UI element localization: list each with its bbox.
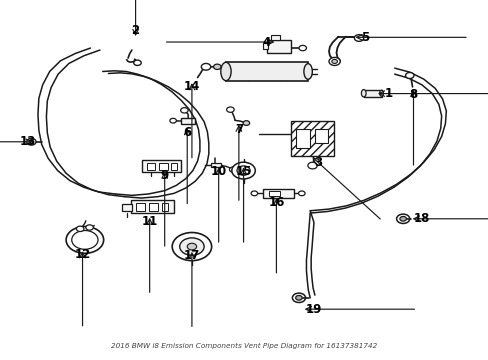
Bar <box>142 160 180 172</box>
Text: 11: 11 <box>141 215 158 228</box>
Circle shape <box>226 107 234 112</box>
Circle shape <box>213 64 221 69</box>
Text: 7: 7 <box>234 123 243 136</box>
Circle shape <box>298 45 306 51</box>
Circle shape <box>180 108 188 113</box>
Circle shape <box>243 121 249 125</box>
Text: 17: 17 <box>183 249 200 262</box>
Bar <box>314 129 327 143</box>
Circle shape <box>328 57 340 66</box>
Text: 3: 3 <box>314 156 322 170</box>
Circle shape <box>29 140 34 144</box>
Circle shape <box>331 59 337 63</box>
Bar <box>159 163 167 170</box>
Bar <box>210 163 221 167</box>
Circle shape <box>298 191 305 196</box>
Text: 4: 4 <box>263 36 271 49</box>
Circle shape <box>354 35 363 41</box>
Bar <box>269 191 279 196</box>
Ellipse shape <box>361 90 366 97</box>
Text: 18: 18 <box>413 212 429 225</box>
Circle shape <box>169 118 176 123</box>
Circle shape <box>250 191 257 196</box>
Text: 2016 BMW i8 Emission Components Vent Pipe Diagram for 16137381742: 2016 BMW i8 Emission Components Vent Pip… <box>111 343 377 349</box>
Circle shape <box>201 63 210 70</box>
Text: 12: 12 <box>74 248 90 261</box>
Text: 9: 9 <box>160 169 168 182</box>
Bar <box>363 90 381 97</box>
Bar <box>263 43 267 49</box>
Circle shape <box>133 60 141 66</box>
Circle shape <box>180 238 203 255</box>
Text: 8: 8 <box>408 88 417 101</box>
Circle shape <box>399 216 406 221</box>
Bar <box>296 129 309 148</box>
Circle shape <box>76 226 84 231</box>
Bar <box>181 118 195 124</box>
Bar <box>270 35 280 40</box>
Bar <box>162 203 168 211</box>
Text: 14: 14 <box>183 80 200 93</box>
Circle shape <box>295 296 302 300</box>
Circle shape <box>229 167 237 172</box>
Bar <box>121 204 132 211</box>
Bar <box>263 189 293 198</box>
Bar <box>148 203 158 211</box>
Text: 5: 5 <box>361 31 369 44</box>
Circle shape <box>27 139 36 145</box>
Text: 6: 6 <box>183 126 191 139</box>
Bar <box>146 163 155 170</box>
Bar <box>225 62 307 81</box>
Text: 1: 1 <box>384 87 392 100</box>
Text: 10: 10 <box>210 165 226 178</box>
Bar <box>266 40 291 53</box>
Circle shape <box>307 162 317 169</box>
Text: 19: 19 <box>305 303 322 316</box>
Ellipse shape <box>303 64 312 79</box>
Bar <box>135 203 144 211</box>
Ellipse shape <box>379 90 383 96</box>
Text: 2: 2 <box>131 24 140 37</box>
Text: 13: 13 <box>20 135 36 148</box>
Circle shape <box>187 243 196 250</box>
Circle shape <box>237 166 250 175</box>
Text: 15: 15 <box>235 165 251 178</box>
Bar <box>171 163 177 170</box>
Bar <box>131 201 174 213</box>
Text: 16: 16 <box>268 195 284 208</box>
Circle shape <box>231 162 255 179</box>
Circle shape <box>405 72 413 78</box>
Ellipse shape <box>221 62 231 81</box>
Circle shape <box>86 225 93 230</box>
Bar <box>291 121 333 156</box>
